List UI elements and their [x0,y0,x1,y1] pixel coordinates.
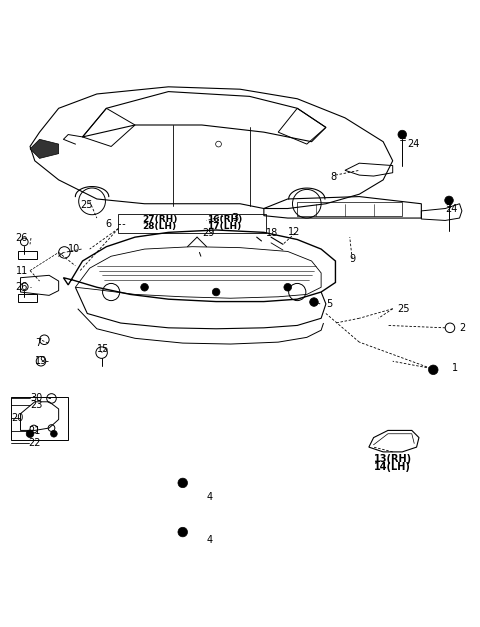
Text: 5: 5 [326,299,332,309]
Text: 26: 26 [16,233,28,243]
Text: 12: 12 [288,228,300,238]
Text: 21: 21 [29,426,41,436]
Text: 16(RH): 16(RH) [206,215,242,224]
Text: 17(LH): 17(LH) [206,222,241,231]
Text: 13(RH): 13(RH) [373,454,412,464]
Polygon shape [30,139,59,159]
Text: 6: 6 [106,219,111,229]
Text: 19: 19 [35,356,47,366]
Text: 2: 2 [459,323,466,333]
Circle shape [310,298,318,307]
Text: 28(LH): 28(LH) [142,222,176,231]
Bar [18,295,37,302]
Text: 4: 4 [206,492,213,502]
Text: 10: 10 [68,244,81,254]
Bar [118,214,266,233]
Text: 7: 7 [35,338,41,348]
Circle shape [212,288,220,296]
Text: 4: 4 [206,535,213,545]
Circle shape [445,196,453,204]
Text: 8: 8 [331,172,337,182]
Circle shape [26,430,34,438]
Text: 1: 1 [452,364,458,374]
Circle shape [284,283,291,291]
Bar [11,397,68,440]
Text: 20: 20 [11,413,24,423]
Text: 25: 25 [397,303,410,314]
Bar [297,203,402,216]
Circle shape [429,365,438,374]
Circle shape [398,130,407,139]
Circle shape [178,527,188,537]
Text: 25: 25 [80,199,93,209]
Circle shape [50,430,57,437]
Text: 9: 9 [350,253,356,263]
Circle shape [141,283,148,291]
Text: 3: 3 [232,213,238,223]
Bar [18,251,37,258]
Text: 15: 15 [97,344,109,354]
Text: 27(RH): 27(RH) [142,215,178,224]
Text: 24: 24 [445,204,457,214]
Text: 18: 18 [266,228,278,238]
Text: 11: 11 [16,266,28,275]
Text: 14(LH): 14(LH) [374,462,411,472]
Text: 29: 29 [202,228,214,238]
Circle shape [178,478,188,488]
Text: 26: 26 [16,282,28,292]
Text: 30: 30 [30,394,42,403]
Text: 24: 24 [407,139,420,149]
Text: 23: 23 [30,400,42,410]
Text: 22: 22 [29,438,41,448]
